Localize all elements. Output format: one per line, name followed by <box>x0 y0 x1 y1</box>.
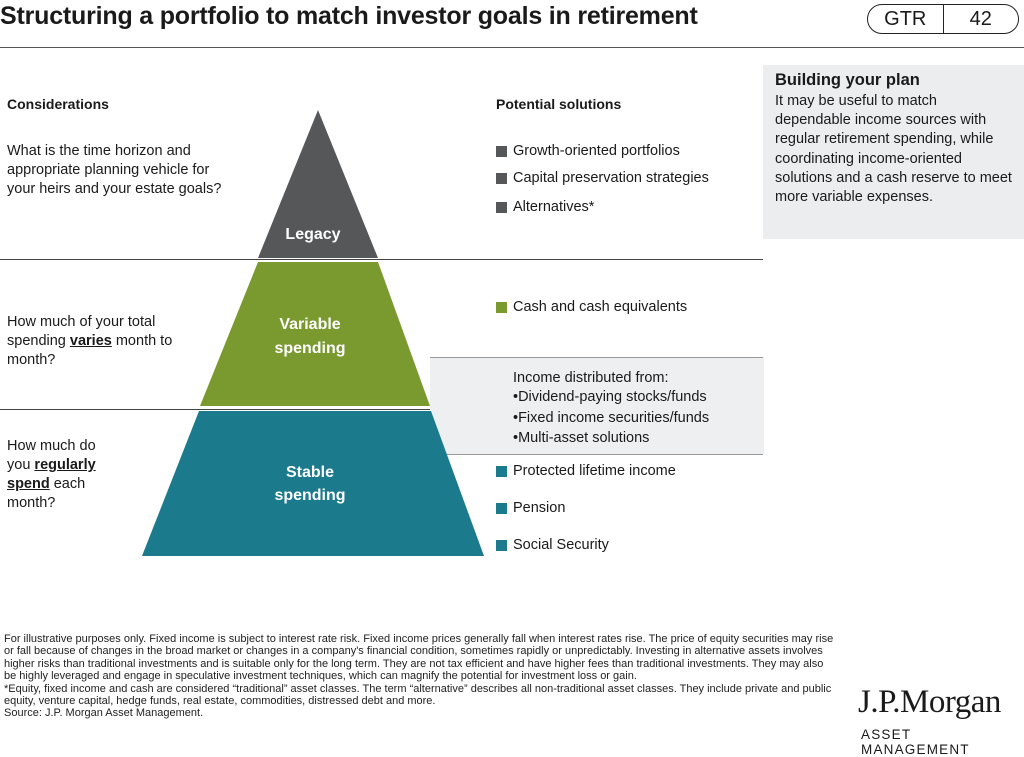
variable-label-1: Variable <box>279 316 340 333</box>
legacy-square-icon <box>496 172 507 184</box>
solution-pension: Pension <box>496 500 565 516</box>
solutions-header: Potential solutions <box>496 96 622 112</box>
legacy-question: What is the time horizon and appropriate… <box>7 143 222 197</box>
income-box-bottom <box>430 454 763 455</box>
solution-cash: Cash and cash equivalents <box>496 299 687 315</box>
footnote-disclaimer: For illustrative purposes only. Fixed in… <box>4 633 834 683</box>
stable-square-icon <box>496 502 507 514</box>
stable-emphasis: regularly spend <box>7 457 96 492</box>
income-box <box>430 357 764 454</box>
logo-subtitle: ASSET MANAGEMENT <box>861 727 970 757</box>
plan-text: It may be useful to match dependable inc… <box>775 93 1012 206</box>
title-rule <box>0 47 1024 48</box>
pyramid-variable <box>200 262 430 406</box>
income-item-dividend: •Dividend-paying stocks/funds <box>513 389 707 405</box>
page-number: 42 <box>942 5 1019 33</box>
variable-question: How much of your total spending varies m… <box>7 314 173 368</box>
pyramid-stable <box>142 411 484 556</box>
variable-label-2: spending <box>274 340 345 357</box>
plan-title: Building your plan <box>775 71 920 89</box>
footnote-source: Source: J.P. Morgan Asset Management. <box>4 707 204 720</box>
legacy-square-icon <box>496 145 507 157</box>
income-box-top <box>430 357 763 358</box>
considerations-header: Considerations <box>7 96 109 112</box>
pyramid-legacy <box>258 110 378 258</box>
variable-square-icon <box>496 301 507 313</box>
solution-growth: Growth-oriented portfolios <box>496 143 680 159</box>
plan-box: Building your plan It may be useful to m… <box>763 65 1024 239</box>
divider-variable <box>0 409 430 410</box>
stable-square-icon <box>496 465 507 477</box>
solution-capital-preservation: Capital preservation strategies <box>496 170 709 186</box>
stable-square-icon <box>496 539 507 551</box>
page-tag: GTR 42 <box>867 4 1019 34</box>
legacy-square-icon <box>496 201 507 213</box>
stable-label-2: spending <box>274 487 345 504</box>
footnotes: For illustrative purposes only. Fixed in… <box>4 633 834 720</box>
page-title: Structuring a portfolio to match investo… <box>0 2 698 30</box>
legacy-label: Legacy <box>285 226 340 243</box>
section-code: GTR <box>884 7 927 30</box>
solution-social-security: Social Security <box>496 537 609 553</box>
stable-label-1: Stable <box>286 464 334 481</box>
jpmorgan-logo: J.P.Morgan <box>858 684 1001 720</box>
divider-legacy <box>0 259 763 260</box>
stable-question: How much do you regularly spend each mon… <box>7 438 96 511</box>
income-item-multi: •Multi-asset solutions <box>513 430 650 446</box>
solution-protected-income: Protected lifetime income <box>496 463 676 479</box>
footnote-asset-classes: *Equity, fixed income and cash are consi… <box>4 682 832 708</box>
income-item-fixed: •Fixed income securities/funds <box>513 410 710 426</box>
income-header: Income distributed from: <box>513 370 669 386</box>
solution-alternatives: Alternatives* <box>496 199 594 215</box>
variable-emphasis: varies <box>69 333 112 349</box>
